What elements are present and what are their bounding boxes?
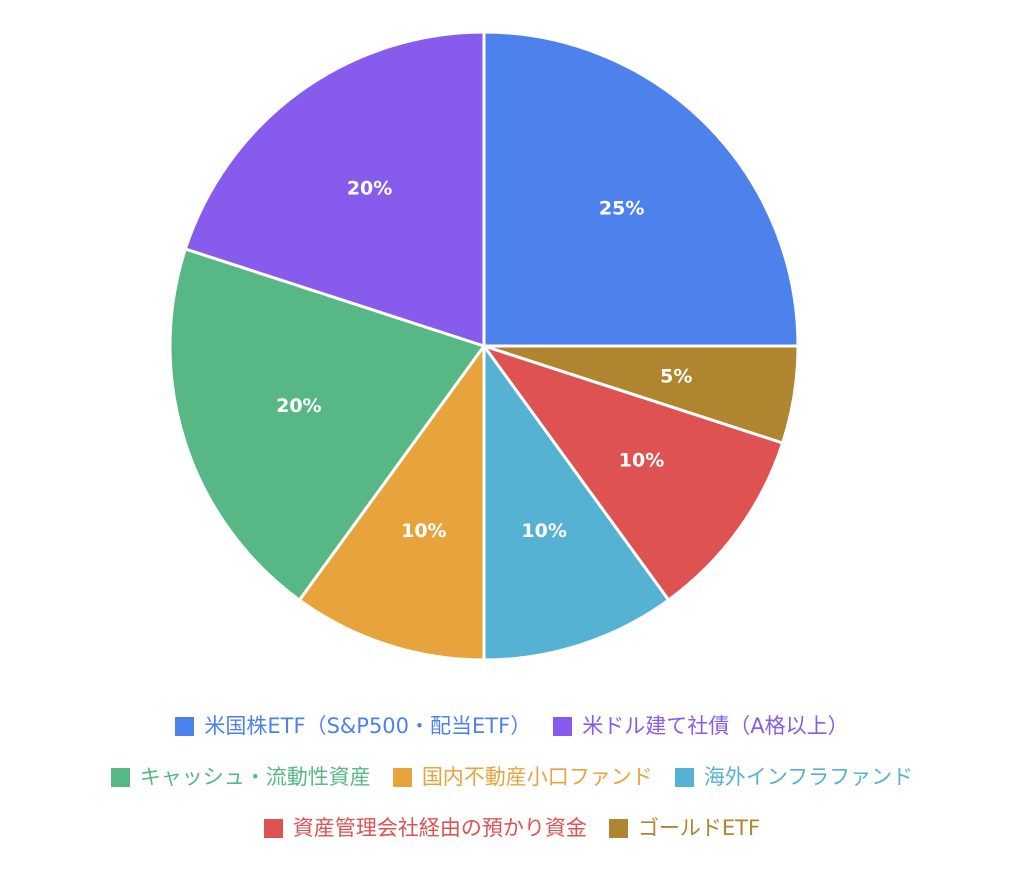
legend-swatch-gold-etf <box>608 818 628 838</box>
chart-legend: 米国株ETF（S&P500・配当ETF） 米ドル建て社債（A格以上） キャッシュ… <box>0 712 1024 842</box>
legend-item-domestic-real-estate: 国内不動産小口ファンド <box>392 763 653 791</box>
pie-label-usd-corporate-bonds: 20% <box>347 178 392 200</box>
legend-swatch-us-stock-etf <box>175 716 195 736</box>
pie-label-overseas-infrastructure: 10% <box>521 520 566 542</box>
legend-label-overseas-infrastructure: 海外インフラファンド <box>703 765 914 789</box>
legend-label-gold-etf: ゴールドETF <box>637 816 761 840</box>
legend-item-custody-funds: 資産管理会社経由の預かり資金 <box>263 814 587 842</box>
pie-label-domestic-real-estate: 10% <box>401 520 446 542</box>
pie-slice-overseas-infrastructure <box>482 344 671 662</box>
legend-item-gold-etf: ゴールドETF <box>608 814 761 842</box>
pie-slice-cash-liquidity <box>168 247 486 602</box>
pie-label-us-stock-etf: 25% <box>599 197 644 219</box>
pie-label-cash-liquidity: 20% <box>276 395 321 417</box>
pie-label-custody-funds: 10% <box>619 449 664 471</box>
pie-slice-domestic-real-estate <box>297 344 486 662</box>
pie-chart: 25% 5% 10% 10% 10% 20% 20% <box>168 30 800 662</box>
legend-label-domestic-real-estate: 国内不動産小口ファンド <box>421 765 653 789</box>
pie-slice-us-stock-etf <box>482 30 800 348</box>
legend-row-1: 米国株ETF（S&P500・配当ETF） 米ドル建て社債（A格以上） <box>175 712 849 740</box>
legend-row-2: キャッシュ・流動性資産 国内不動産小口ファンド 海外インフラファンド <box>110 763 914 791</box>
legend-swatch-custody-funds <box>263 818 283 838</box>
legend-row-3: 資産管理会社経由の預かり資金 ゴールドETF <box>263 814 761 842</box>
pie-slice-custody-funds <box>482 344 785 602</box>
pie-chart-svg: 25% 5% 10% 10% 10% 20% 20% <box>168 30 800 662</box>
legend-item-overseas-infrastructure: 海外インフラファンド <box>674 763 914 791</box>
pie-label-gold-etf: 5% <box>660 365 692 387</box>
legend-item-us-stock-etf: 米国株ETF（S&P500・配当ETF） <box>175 712 531 740</box>
legend-label-custody-funds: 資産管理会社経由の預かり資金 <box>292 816 587 840</box>
legend-label-cash-liquidity: キャッシュ・流動性資産 <box>139 765 371 789</box>
legend-swatch-overseas-infrastructure <box>674 767 694 787</box>
legend-label-us-stock-etf: 米国株ETF（S&P500・配当ETF） <box>204 714 532 738</box>
legend-swatch-usd-corporate-bonds <box>553 716 573 736</box>
legend-item-cash-liquidity: キャッシュ・流動性資産 <box>110 763 371 791</box>
pie-slice-usd-corporate-bonds <box>183 30 486 348</box>
legend-label-usd-corporate-bonds: 米ドル建て社債（A格以上） <box>582 714 849 738</box>
legend-item-usd-corporate-bonds: 米ドル建て社債（A格以上） <box>553 712 849 740</box>
legend-swatch-cash-liquidity <box>110 767 130 787</box>
legend-swatch-domestic-real-estate <box>392 767 412 787</box>
